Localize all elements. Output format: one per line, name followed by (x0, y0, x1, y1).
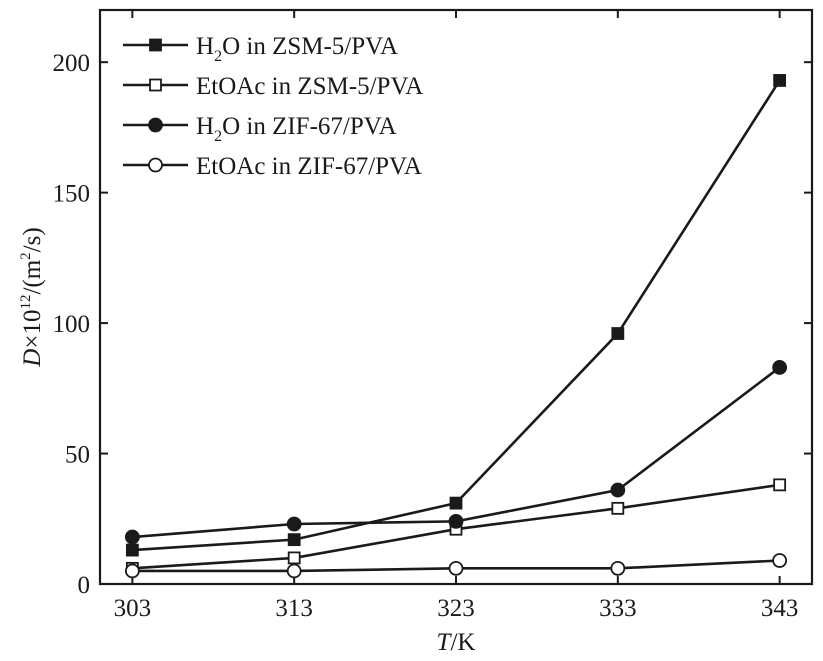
legend-label: H2O in ZSM-5/PVA (196, 33, 398, 65)
data-point (448, 513, 464, 529)
x-tick-label: 313 (275, 595, 313, 622)
legend-label: EtOAc in ZIF-67/PVA (196, 153, 422, 180)
data-point (448, 560, 464, 576)
data-point (773, 478, 787, 492)
data-point (124, 529, 140, 545)
x-axis-label: T/K (437, 629, 476, 656)
legend-marker (149, 78, 162, 92)
y-tick-label: 50 (65, 442, 90, 469)
x-tick-label: 323 (437, 595, 475, 622)
legend: H2O in ZSM-5/PVA EtOAc in ZSM-5/PVA H2O in… (123, 33, 423, 180)
legend-marker (148, 157, 163, 173)
series-line (132, 79, 781, 552)
data-point (287, 533, 301, 547)
data-point (773, 74, 787, 87)
y-tick-label: 150 (53, 181, 91, 208)
data-point (611, 501, 625, 515)
x-tick-label: 333 (599, 595, 637, 622)
data-point (772, 553, 788, 568)
series-layer (124, 74, 788, 579)
data-point (772, 360, 788, 375)
legend-item: H2O in ZSM-5/PVA (123, 33, 398, 65)
legend-marker (149, 38, 162, 52)
legend-label: H2O in ZIF-67/PVA (196, 113, 397, 145)
data-point (610, 482, 626, 498)
series-3 (124, 360, 788, 545)
data-point (124, 563, 140, 579)
x-tick-label: 343 (761, 595, 799, 622)
legend-item: EtOAc in ZIF-67/PVA (123, 153, 422, 180)
data-point (125, 543, 139, 557)
data-point (286, 516, 302, 532)
data-point (610, 560, 626, 576)
x-axis: 303 313 323 333 343 (114, 10, 799, 622)
y-tick-label: 200 (53, 50, 91, 77)
data-point (287, 551, 301, 565)
y-tick-label: 0 (78, 572, 91, 599)
y-axis-label: D×1012/(m2/s) (18, 227, 46, 367)
data-point (286, 563, 302, 579)
y-tick-label: 100 (53, 311, 91, 338)
x-tick-label: 303 (114, 595, 152, 622)
series-line (132, 366, 781, 539)
series-4 (124, 553, 788, 579)
legend-marker (148, 117, 163, 133)
legend-item: EtOAc in ZSM-5/PVA (123, 73, 423, 100)
y-axis: 0 50 100 150 200 (53, 50, 812, 599)
legend-label: EtOAc in ZSM-5/PVA (196, 73, 423, 100)
legend-item: H2O in ZIF-67/PVA (123, 113, 397, 145)
data-point (611, 327, 625, 340)
data-point (449, 496, 463, 510)
series-1 (125, 74, 787, 557)
